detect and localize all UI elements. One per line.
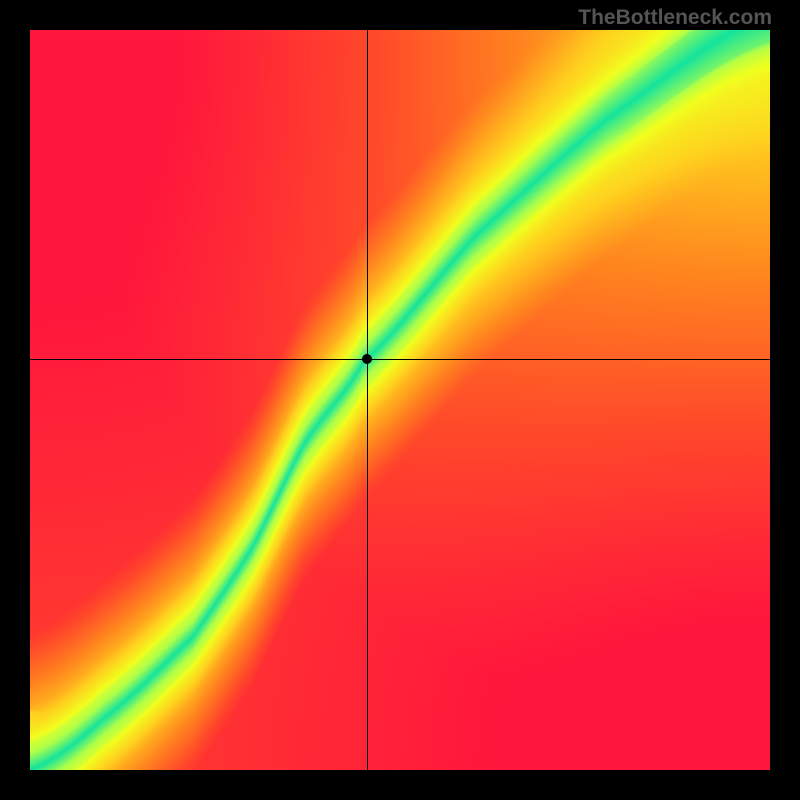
- heatmap-canvas: [30, 30, 770, 770]
- crosshair-vertical: [367, 30, 368, 770]
- heatmap-plot-area: [30, 30, 770, 770]
- data-point-marker: [362, 354, 372, 364]
- crosshair-horizontal: [30, 359, 770, 360]
- watermark-text: TheBottleneck.com: [578, 6, 772, 30]
